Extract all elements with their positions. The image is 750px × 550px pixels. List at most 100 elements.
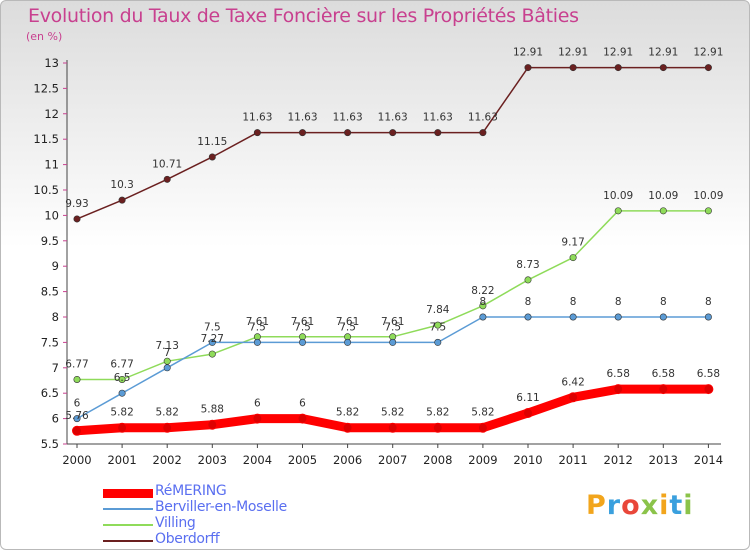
data-label: 7.5 <box>339 321 356 333</box>
data-label: 10.09 <box>603 190 633 202</box>
data-point <box>569 254 577 262</box>
data-label: 6 <box>254 398 261 410</box>
y-tick-label: 7.5 <box>41 335 59 349</box>
data-point <box>118 196 126 204</box>
data-label: 11.63 <box>423 112 453 124</box>
data-label: 5.76 <box>65 410 89 422</box>
x-tick-label: 2002 <box>153 453 182 467</box>
data-point <box>434 321 442 329</box>
y-tick-label: 12.5 <box>33 81 59 95</box>
data-label: 6.77 <box>110 358 133 370</box>
y-tick-label: 7 <box>52 361 59 375</box>
data-point <box>73 375 81 383</box>
data-label: 12.91 <box>648 47 678 59</box>
x-tick-label: 2009 <box>468 453 497 467</box>
data-point <box>344 129 352 137</box>
data-point <box>659 207 667 215</box>
x-tick-label: 2006 <box>333 453 362 467</box>
data-point <box>569 64 577 72</box>
data-point <box>524 64 532 72</box>
x-tick-label: 2013 <box>649 453 678 467</box>
data-point <box>569 313 577 321</box>
data-label: 11.63 <box>333 112 363 124</box>
y-tick-label: 10.5 <box>33 183 59 197</box>
x-tick-label: 2014 <box>694 453 723 467</box>
data-point <box>208 350 216 358</box>
y-tick-label: 6.5 <box>41 386 59 400</box>
data-label: 7.61 <box>381 316 404 328</box>
data-label: 8 <box>705 296 712 308</box>
data-point <box>389 129 397 137</box>
data-label: 8.22 <box>471 285 494 297</box>
x-tick-label: 2011 <box>558 453 587 467</box>
data-point <box>704 313 712 321</box>
y-tick-label: 6 <box>52 412 59 426</box>
data-label: 10.3 <box>110 179 133 191</box>
data-point <box>479 302 487 310</box>
data-point <box>614 64 622 72</box>
y-tick-label: 11 <box>44 158 59 172</box>
legend-label: RéMERING <box>155 483 227 499</box>
data-label: 6.5 <box>114 372 131 384</box>
data-label: 12.91 <box>558 47 588 59</box>
data-point <box>524 276 532 284</box>
x-tick-label: 2000 <box>62 453 91 467</box>
x-tick-label: 2008 <box>423 453 452 467</box>
y-tick-label: 12 <box>44 107 59 121</box>
data-label: 8 <box>570 296 577 308</box>
data-label: 11.63 <box>287 112 317 124</box>
data-point <box>387 422 398 433</box>
data-label: 6.11 <box>516 392 539 404</box>
data-point <box>252 413 263 424</box>
data-label: 10.09 <box>648 190 678 202</box>
data-label: 6.58 <box>697 368 720 380</box>
x-tick-label: 2005 <box>288 453 317 467</box>
data-label: 5.88 <box>201 404 224 416</box>
data-label: 7 <box>164 347 171 359</box>
data-point <box>73 415 81 423</box>
data-point <box>117 422 128 433</box>
data-label: 6 <box>299 398 306 410</box>
data-label: 7.5 <box>249 321 266 333</box>
x-tick-label: 2012 <box>604 453 633 467</box>
data-label: 5.82 <box>426 407 449 419</box>
data-label: 8 <box>525 296 532 308</box>
data-label: 11.63 <box>468 112 498 124</box>
data-label: 11.15 <box>197 136 227 148</box>
data-label: 5.82 <box>110 407 133 419</box>
data-point <box>523 408 533 419</box>
data-label: 7.5 <box>294 321 311 333</box>
data-point <box>432 422 443 433</box>
x-tick-label: 2010 <box>513 453 542 467</box>
y-tick-label: 11.5 <box>33 132 59 146</box>
data-label: 9.17 <box>561 237 584 249</box>
data-point <box>434 338 442 346</box>
data-point <box>253 338 261 346</box>
data-point <box>658 384 669 395</box>
data-label: 7.5 <box>204 321 221 333</box>
data-point <box>73 215 81 223</box>
data-label: 10.09 <box>693 190 723 202</box>
x-tick-label: 2003 <box>198 453 227 467</box>
y-tick-label: 9 <box>52 259 59 273</box>
data-point <box>207 419 218 430</box>
data-point <box>118 389 126 397</box>
proxiti-logo: Proxiti <box>586 490 694 521</box>
legend-swatch <box>103 488 153 498</box>
data-point <box>298 338 306 346</box>
data-label: 8 <box>480 296 487 308</box>
y-tick-label: 10 <box>44 208 59 222</box>
data-label: 5.82 <box>381 407 404 419</box>
data-label: 5.82 <box>336 407 359 419</box>
y-tick-label: 8.5 <box>41 285 59 299</box>
data-point <box>524 313 532 321</box>
data-label: 6.77 <box>65 358 88 370</box>
data-label: 8 <box>615 296 622 308</box>
data-point <box>479 129 487 137</box>
data-point <box>163 364 171 372</box>
data-label: 7.5 <box>429 321 446 333</box>
data-label: 7.61 <box>336 316 359 328</box>
data-label: 8 <box>660 296 667 308</box>
y-tick-label: 8 <box>52 310 59 324</box>
